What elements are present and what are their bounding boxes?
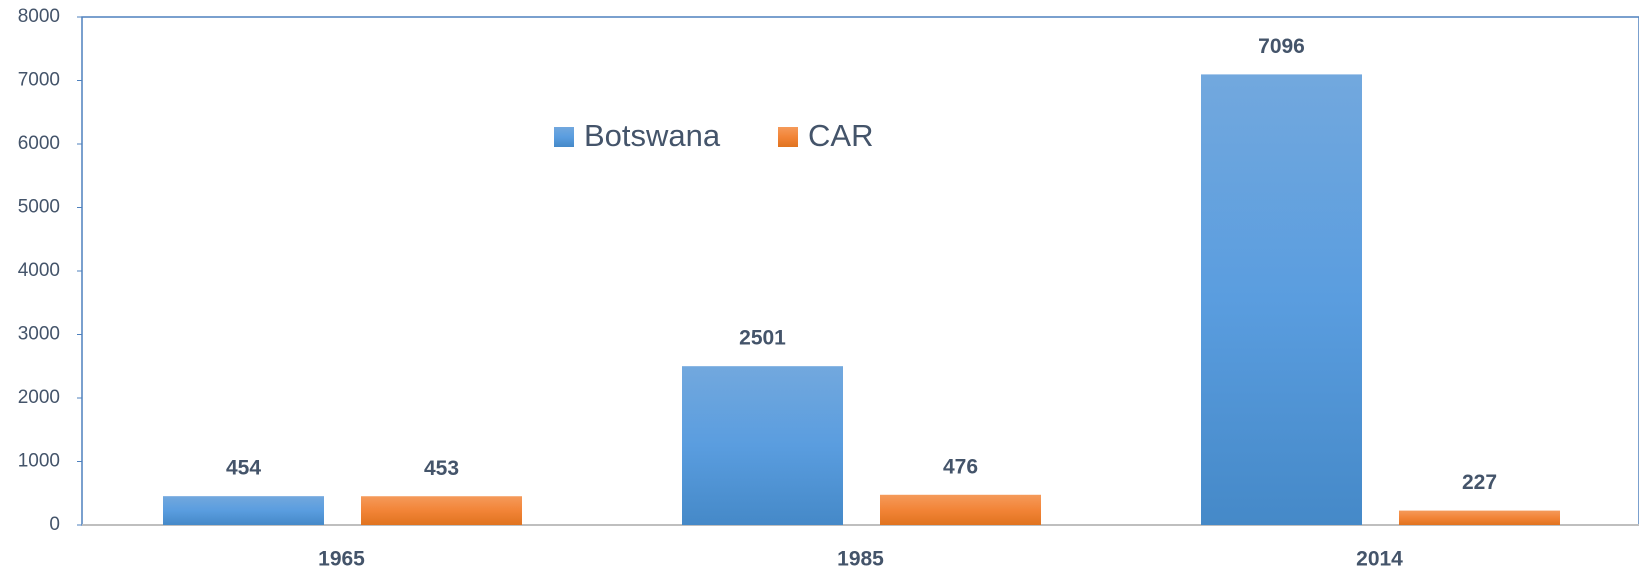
x-tick-label: 1965: [318, 548, 365, 571]
y-tick-label: 2000: [18, 387, 60, 408]
y-tick-label: 1000: [18, 451, 60, 472]
bar: [163, 496, 324, 525]
y-tick-label: 7000: [18, 70, 60, 91]
bar: [361, 496, 522, 525]
y-tick-label: 5000: [18, 197, 60, 218]
value-label: 453: [424, 457, 459, 480]
y-tick-label: 8000: [18, 6, 60, 27]
y-tick-label: 4000: [18, 260, 60, 281]
value-label: 476: [943, 455, 978, 478]
x-tick-label: 2014: [1356, 548, 1403, 571]
bar: [1399, 510, 1560, 525]
legend-swatch: [554, 127, 574, 147]
legend-swatch: [778, 127, 798, 147]
y-tick-label: 3000: [18, 324, 60, 345]
legend-label: Botswana: [584, 118, 721, 153]
bar: [1201, 74, 1362, 526]
y-tick-label: 0: [49, 514, 60, 535]
y-tick-label: 6000: [18, 133, 60, 154]
value-label: 7096: [1258, 35, 1305, 58]
bar: [682, 366, 843, 525]
bar: [880, 494, 1041, 525]
legend-label: CAR: [808, 118, 873, 153]
x-tick-label: 1985: [837, 548, 884, 571]
value-label: 227: [1462, 471, 1497, 494]
plot-frame: [81, 16, 1639, 526]
value-label: 454: [226, 457, 261, 480]
value-label: 2501: [739, 327, 786, 350]
